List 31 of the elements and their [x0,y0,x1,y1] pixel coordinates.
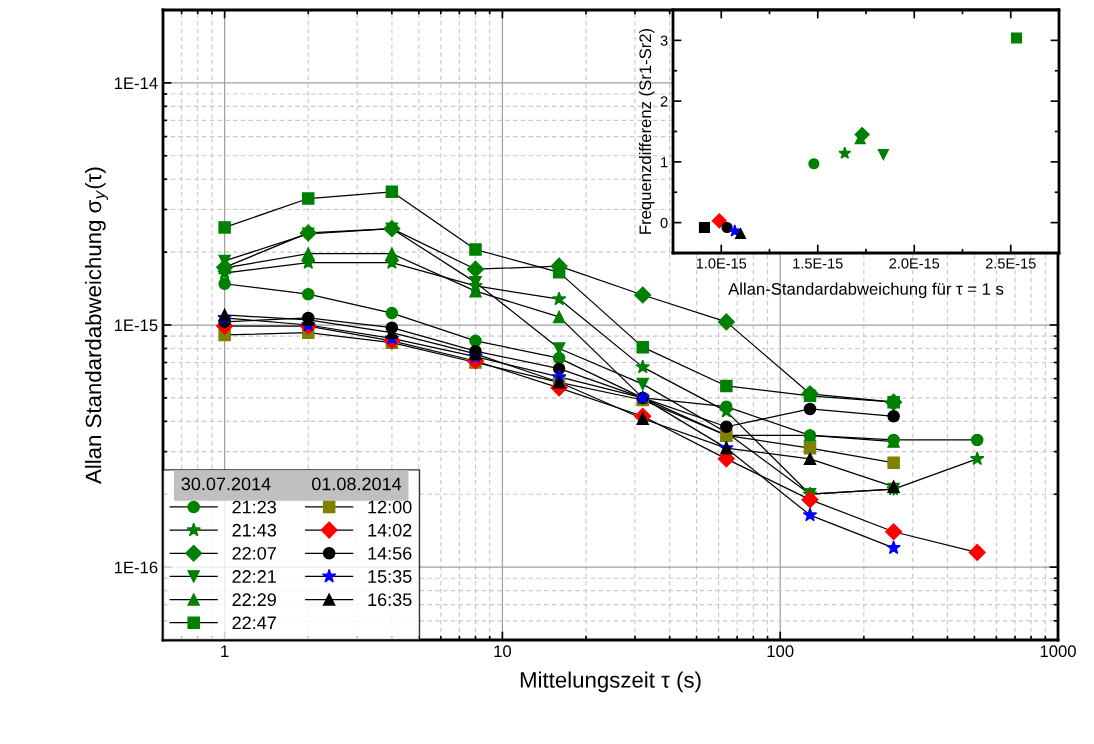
x-tick-label: 10 [494,645,512,658]
x-tick-label: 1.0E-15 [696,258,747,269]
x-tick-label: 100 [767,645,794,658]
x-tick-label: 2.0E-15 [889,258,940,269]
x-tick-label: 1 [221,645,229,657]
legend-label: 21:23 [232,500,276,514]
x-tick-label: 1000 [1040,645,1076,658]
y-tick-label: 1E-16 [114,561,158,574]
x-axis-title: Mittelungszeit τ (s) [520,671,701,693]
text: 30.07.2014 01.08.2014 [181,477,402,491]
legend-label: 16:35 [368,593,412,607]
y-tick-label: 1E-14 [114,77,158,89]
legend-label: 21:43 [232,523,276,537]
legend-label: 12:00 [368,500,412,514]
y-axis-title: Frequenzdifferenz (Sr1-Sr2) [638,28,655,234]
y-tick-label: 1E-15 [114,319,158,332]
y-tick-label: 2 [660,96,668,107]
legend-label: 22:29 [232,593,276,607]
y-tick-label: 1 [661,157,668,168]
x-tick-label: 2.5E-15 [985,258,1036,269]
y-tick-label: 0 [660,217,668,229]
legend-label: 22:21 [232,570,276,583]
legend-label: 14:56 [368,546,412,560]
y-tick-label: 3 [660,35,668,46]
legend-label: 22:47 [232,616,276,630]
x-axis-title: Allan-Standardabweichung für τ = 1 s [728,282,1004,299]
legend-label: 14:02 [368,523,412,537]
x-tick-label: 1.5E-15 [793,258,843,269]
y-axis-title: Allan Standardabweichung σ$_{y}$(τ) [85,167,108,484]
legend-label: 15:35 [368,570,412,583]
legend-label: 22:07 [232,546,276,560]
